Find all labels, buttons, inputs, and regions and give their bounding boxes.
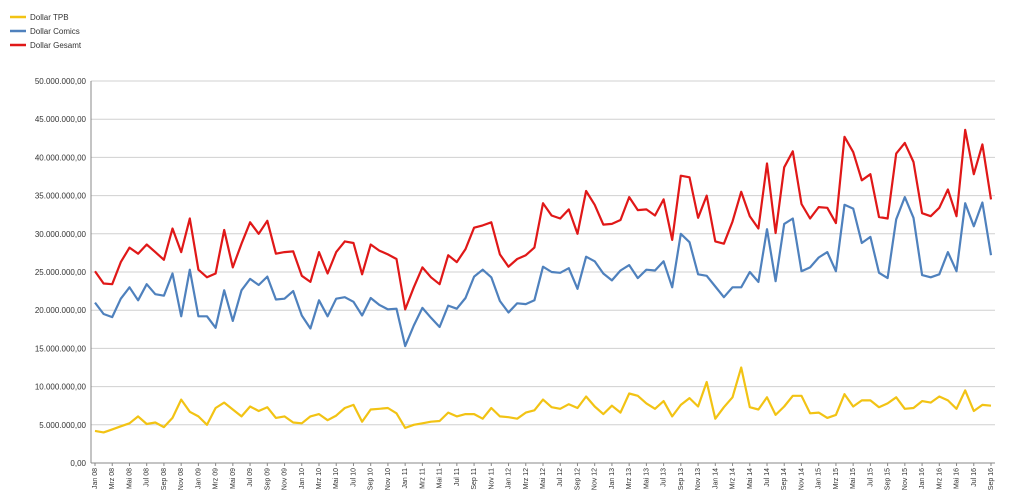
- legend-label: Dollar Gesamt: [30, 41, 82, 50]
- legend-label: Dollar Comics: [30, 27, 80, 36]
- legend: Dollar TPB Dollar Comics Dollar Gesamt: [10, 13, 82, 50]
- x-tick-label: Jul 16: [971, 468, 978, 487]
- x-tick-label: Mrz 16: [936, 468, 943, 490]
- y-axis-ticks: 0,00 5.000.000,00 10.000.000,00 15.000.000,…: [35, 77, 87, 468]
- y-tick-label: 45.000.000,00: [35, 115, 87, 124]
- x-tick-label: Sep 14: [781, 468, 788, 490]
- y-tick-label: 40.000.000,00: [35, 153, 87, 162]
- legend-label: Dollar TPB: [30, 13, 69, 22]
- x-tick-label: Mai 15: [850, 468, 857, 489]
- x-tick-label: Jul 09: [247, 468, 254, 487]
- x-tick-label: Jan 13: [609, 468, 616, 489]
- x-tick-label: Sep 11: [471, 468, 478, 490]
- x-tick-label: Sep 13: [678, 468, 685, 490]
- x-tick-label: Sep 08: [161, 468, 168, 490]
- x-tick-label: Mai 16: [954, 468, 961, 489]
- x-tick-label: Jan 12: [506, 468, 513, 489]
- x-tick-label: Mrz 12: [523, 468, 530, 490]
- series-line-3: [94, 128, 993, 311]
- x-tick-label: Nov 08: [178, 468, 185, 490]
- x-tick-label: Jul 15: [867, 468, 874, 487]
- x-tick-label: Jan 10: [299, 468, 306, 489]
- x-tick-label: Jul 14: [764, 468, 771, 487]
- x-tick-label: Sep 12: [574, 468, 581, 490]
- y-tick-label: 30.000.000,00: [35, 230, 87, 239]
- x-tick-label: Nov 12: [592, 468, 599, 490]
- x-tick-label: Nov 10: [385, 468, 392, 490]
- x-tick-label: Jul 12: [557, 468, 564, 487]
- y-tick-label: 15.000.000,00: [35, 344, 87, 353]
- x-tick-label: Nov 14: [798, 468, 805, 490]
- series-line-1: [94, 366, 992, 434]
- x-tick-label: Nov 09: [282, 468, 289, 490]
- x-tick-label: Mrz 09: [213, 468, 220, 490]
- y-tick-label: 20.000.000,00: [35, 306, 87, 315]
- y-tick-label: 50.000.000,00: [35, 77, 87, 86]
- x-tick-label: Sep 15: [885, 468, 892, 490]
- x-tick-label: Mrz 15: [833, 468, 840, 490]
- x-tick-label: Nov 15: [902, 468, 909, 490]
- x-tick-label: Jan 15: [816, 468, 823, 489]
- x-tick-label: Mai 12: [540, 468, 547, 489]
- x-tick-label: Jan 16: [919, 468, 926, 489]
- y-tick-label: 25.000.000,00: [35, 268, 87, 277]
- x-tick-label: Sep 09: [264, 468, 271, 490]
- x-tick-label: Sep 10: [368, 468, 375, 490]
- x-tick-label: Mrz 08: [109, 468, 116, 490]
- x-tick-label: Jul 13: [661, 468, 668, 487]
- y-tick-label: 10.000.000,00: [35, 383, 87, 392]
- x-tick-label: Jan 08: [92, 468, 99, 489]
- x-axis-ticks: Jan 08 Mrz 08 Mai 08 Jul 08 Sep 08 Nov 08 Jan …: [92, 463, 995, 490]
- x-tick-label: Jan 09: [195, 468, 202, 489]
- x-tick-label: Mai 14: [747, 468, 754, 489]
- y-tick-label: 5.000.000,00: [39, 421, 86, 430]
- series-line-2: [94, 196, 993, 348]
- x-tick-label: Jan 11: [402, 468, 409, 489]
- x-tick-label: Nov 11: [488, 468, 495, 490]
- x-tick-label: Mai 08: [126, 468, 133, 489]
- y-tick-label: 35.000.000,00: [35, 192, 87, 201]
- x-tick-label: Mai 11: [437, 468, 444, 489]
- x-tick-label: Mai 09: [230, 468, 237, 489]
- x-tick-label: Sep 16: [988, 468, 995, 490]
- x-tick-label: Mrz 14: [730, 468, 737, 490]
- x-tick-label: Mai 10: [333, 468, 340, 489]
- x-tick-label: Mrz 11: [419, 468, 426, 489]
- gridlines: [90, 80, 995, 464]
- y-tick-label: 0,00: [70, 459, 86, 468]
- x-tick-label: Mrz 13: [626, 468, 633, 490]
- x-tick-label: Mrz 10: [316, 468, 323, 490]
- x-tick-label: Jul 08: [144, 468, 151, 487]
- x-tick-label: Jan 14: [712, 468, 719, 489]
- x-tick-label: Jul 10: [350, 468, 357, 487]
- x-tick-label: Mai 13: [643, 468, 650, 489]
- x-tick-label: Nov 13: [695, 468, 702, 490]
- series-lines: [94, 128, 993, 434]
- x-tick-label: Jul 11: [454, 468, 461, 486]
